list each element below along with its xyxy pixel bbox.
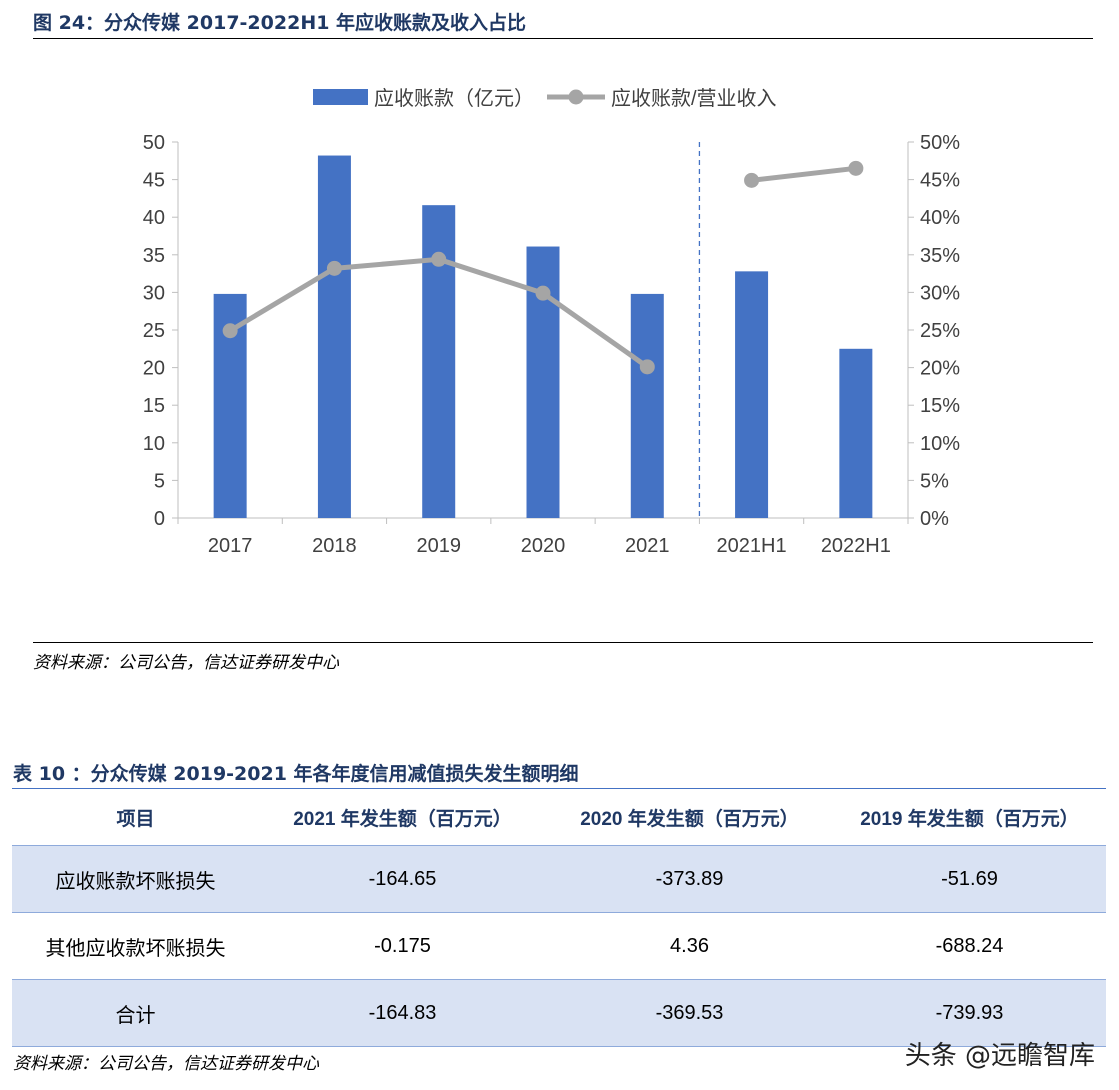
legend-swatch-marker xyxy=(568,89,584,105)
x-tick-label: 2019 xyxy=(416,535,461,557)
y-left-tick-label: 40 xyxy=(143,207,165,229)
table-title: 表 10 ：分众传媒 2019-2021 年各年度信用减值损失发生额明细 xyxy=(13,763,579,785)
y-right-tick-label: 45% xyxy=(920,170,960,192)
y-right-tick-label: 50% xyxy=(920,132,960,154)
header-item: 项目 xyxy=(12,788,259,846)
table-row: 应收账款坏账损失 -164.65 -373.89 -51.69 xyxy=(12,845,1106,913)
point-receivable-ratio-2021 xyxy=(639,359,655,375)
cell-value: -369.53 xyxy=(546,979,833,1047)
x-tick-label: 2021 xyxy=(625,535,670,557)
y-right-tick-label: 25% xyxy=(920,320,960,342)
table-row: 合计 -164.83 -369.53 -739.93 xyxy=(12,979,1106,1047)
y-left-tick-label: 45 xyxy=(143,170,165,192)
point-receivable-ratio-2018 xyxy=(326,260,342,276)
row-label: 应收账款坏账损失 xyxy=(12,845,259,913)
table-source: 资料来源：公司公告，信达证券研发中心 xyxy=(13,1054,319,1074)
y-right-tick-label: 30% xyxy=(920,282,960,304)
y-left-tick-label: 15 xyxy=(143,395,165,417)
cell-value: -164.83 xyxy=(259,979,546,1047)
y-left-tick-label: 25 xyxy=(143,320,165,342)
y-left-tick-label: 5 xyxy=(154,470,165,492)
figure-source: 资料来源：公司公告，信达证券研发中心 xyxy=(33,653,339,673)
table-header-row: 项目 2021 年发生额（百万元） 2020 年发生额（百万元） 2019 年发… xyxy=(12,788,1106,846)
y-right-tick-label: 15% xyxy=(920,395,960,417)
legend-label-line: 应收账款/营业收入 xyxy=(611,87,777,110)
point-receivable-ratio-2021H1 xyxy=(744,172,760,188)
header-2020: 2020 年发生额（百万元） xyxy=(546,788,833,846)
y-left-tick-label: 20 xyxy=(143,358,165,380)
header-2019: 2019 年发生额（百万元） xyxy=(833,788,1106,846)
row-label: 合计 xyxy=(12,979,259,1047)
y-left-tick-label: 50 xyxy=(143,132,165,154)
header-2021: 2021 年发生额（百万元） xyxy=(259,788,546,846)
chart: 0 5 10 15 20 25 30 35 40 45 50 0% 5% 10% 15% 20% 25% 30% 3… xyxy=(143,87,960,557)
cell-value: -373.89 xyxy=(546,845,833,913)
cell-value: -688.24 xyxy=(833,912,1106,980)
table-row: 其他应收款坏账损失 -0.175 4.36 -688.24 xyxy=(12,912,1106,980)
point-receivable-ratio-2019 xyxy=(431,251,447,267)
y-left-tick-label: 30 xyxy=(143,282,165,304)
cell-value: -0.175 xyxy=(259,912,546,980)
bar-receivables-2021H1 xyxy=(735,271,769,518)
y-right-tick-label: 10% xyxy=(920,433,960,455)
legend-label-bar: 应收账款（亿元） xyxy=(374,87,534,110)
legend-swatch-bar xyxy=(313,89,368,105)
y-right-tick-label: 5% xyxy=(920,470,949,492)
watermark: 头条 @远瞻智库 xyxy=(904,1041,1095,1071)
cell-value: -164.65 xyxy=(259,845,546,913)
y-left-tick-label: 35 xyxy=(143,245,165,267)
x-tick-label: 2020 xyxy=(521,535,566,557)
cell-value: 4.36 xyxy=(546,912,833,980)
x-tick-label: 2021H1 xyxy=(717,535,787,557)
title-rule xyxy=(33,38,1093,39)
source-rule xyxy=(33,642,1093,643)
line-receivable-ratio xyxy=(751,165,857,183)
y-left-tick-label: 10 xyxy=(143,433,165,455)
point-receivable-ratio-2020 xyxy=(535,285,551,301)
y-right-tick-label: 0% xyxy=(920,508,949,530)
cell-value: -51.69 xyxy=(833,845,1106,913)
x-tick-label: 2022H1 xyxy=(821,535,891,557)
point-receivable-ratio-2017 xyxy=(222,323,238,339)
credit-loss-table: 项目 2021 年发生额（百万元） 2020 年发生额（百万元） 2019 年发… xyxy=(12,788,1106,1047)
bar-receivables-2021 xyxy=(630,293,664,518)
x-tick-label: 2018 xyxy=(312,535,357,557)
bar-receivables-2022H1 xyxy=(839,348,873,518)
y-right-tick-label: 40% xyxy=(920,207,960,229)
y-right-tick-label: 20% xyxy=(920,358,960,380)
cell-value: -739.93 xyxy=(833,979,1106,1047)
y-right-tick-label: 35% xyxy=(920,245,960,267)
row-label: 其他应收款坏账损失 xyxy=(12,912,259,980)
figure-title: 图 24：分众传媒 2017-2022H1 年应收账款及收入占比 xyxy=(33,12,527,34)
bar-receivables-2018 xyxy=(317,155,351,518)
y-left-tick-label: 0 xyxy=(154,508,165,530)
point-receivable-ratio-2022H1 xyxy=(848,160,864,176)
x-tick-label: 2017 xyxy=(208,535,253,557)
